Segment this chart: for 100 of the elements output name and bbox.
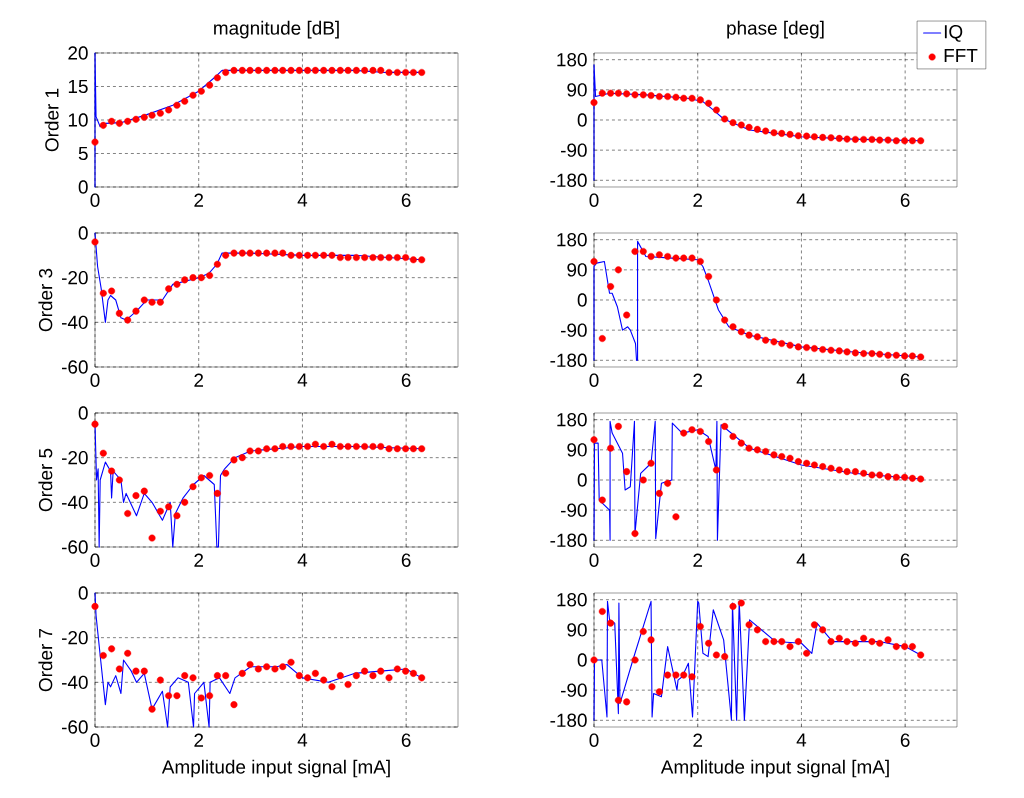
- x-tick-label: 0: [90, 193, 100, 207]
- point: [108, 645, 116, 653]
- point: [753, 446, 761, 454]
- point: [729, 602, 737, 610]
- point: [246, 660, 254, 668]
- y-tick-label: 0: [78, 586, 88, 600]
- point: [328, 683, 336, 691]
- point: [803, 344, 811, 352]
- point: [108, 287, 116, 295]
- point: [222, 68, 230, 76]
- point: [238, 66, 246, 74]
- point: [361, 254, 369, 262]
- point: [213, 672, 221, 680]
- point: [827, 638, 835, 646]
- point: [762, 336, 770, 344]
- y-tick-label: -60: [61, 720, 88, 734]
- point: [132, 307, 140, 315]
- point: [810, 133, 818, 141]
- point: [762, 448, 770, 456]
- x-tick-label: 6: [401, 193, 411, 207]
- x-tick-label: 0: [589, 373, 599, 387]
- point: [696, 623, 704, 630]
- point: [230, 66, 238, 74]
- point: [409, 445, 417, 453]
- y-axis-title: Order 5: [38, 448, 53, 512]
- x-tick-label: 4: [796, 733, 807, 747]
- point: [140, 667, 148, 675]
- point: [868, 350, 876, 358]
- point: [688, 673, 696, 681]
- point: [672, 671, 680, 679]
- point: [165, 692, 173, 700]
- point: [696, 257, 704, 265]
- point: [246, 249, 254, 257]
- point: [868, 471, 876, 479]
- point: [287, 66, 295, 74]
- point: [590, 99, 598, 107]
- x-tick-label: 0: [90, 733, 100, 747]
- point: [271, 445, 279, 453]
- point: [181, 97, 189, 105]
- point: [295, 66, 303, 74]
- point: [868, 135, 876, 143]
- point: [377, 66, 385, 74]
- point: [369, 254, 377, 262]
- point: [737, 328, 745, 336]
- point: [418, 68, 426, 76]
- point: [91, 420, 99, 428]
- point: [901, 352, 909, 360]
- point: [868, 638, 876, 646]
- point: [664, 479, 672, 487]
- point: [655, 93, 663, 101]
- point: [917, 475, 925, 483]
- point: [614, 696, 622, 704]
- x-tick-label: 2: [693, 373, 703, 387]
- point: [115, 309, 123, 317]
- point: [361, 667, 369, 675]
- point: [631, 247, 639, 255]
- point: [377, 254, 385, 262]
- legend-label: IQ: [944, 25, 963, 42]
- x-tick-label: 6: [900, 553, 910, 567]
- point: [753, 333, 761, 341]
- point: [696, 427, 704, 435]
- y-axis-title: Order 3: [38, 268, 53, 332]
- point: [892, 473, 900, 481]
- x-tick-label: 6: [401, 733, 411, 747]
- point: [91, 138, 99, 146]
- point: [803, 459, 811, 467]
- point: [607, 619, 615, 627]
- y-tick-label: 15: [68, 79, 88, 94]
- point: [156, 507, 164, 515]
- point: [827, 464, 835, 472]
- point: [917, 137, 925, 145]
- point: [737, 121, 745, 129]
- y-tick-label: -90: [560, 683, 587, 697]
- point: [810, 461, 818, 469]
- x-tick-label: 2: [194, 553, 204, 567]
- x-tick-label: 0: [589, 733, 599, 747]
- point: [688, 94, 696, 102]
- point: [803, 132, 811, 140]
- point: [598, 335, 606, 343]
- y-tick-label: 0: [577, 293, 587, 307]
- point: [254, 249, 262, 257]
- point: [402, 68, 410, 76]
- point: [402, 667, 410, 675]
- point: [884, 473, 892, 481]
- point: [377, 443, 385, 450]
- point: [631, 656, 639, 664]
- point: [860, 469, 868, 477]
- x-tick-label: 4: [796, 193, 807, 207]
- y-tick-label: 10: [68, 113, 88, 127]
- point: [352, 66, 360, 74]
- point: [860, 135, 868, 143]
- y-axis-title: Order 7: [38, 628, 53, 692]
- point: [99, 449, 107, 457]
- point: [908, 352, 916, 360]
- point: [901, 643, 909, 651]
- point: [712, 106, 720, 114]
- point: [287, 658, 295, 666]
- point: [598, 496, 606, 504]
- point: [320, 66, 328, 74]
- point: [721, 653, 729, 661]
